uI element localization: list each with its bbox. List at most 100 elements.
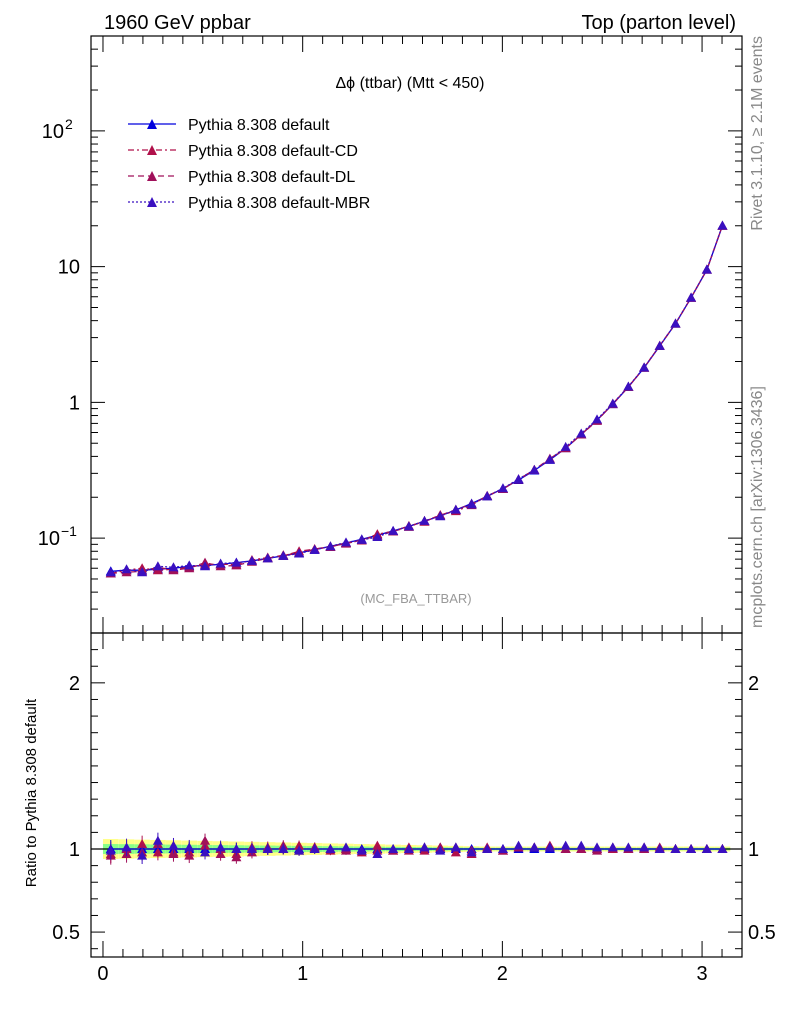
legend-label: Pythia 8.308 default-MBR (188, 195, 370, 212)
data-point (152, 561, 163, 571)
data-point (294, 548, 305, 558)
y-tick-label: 0.5 (52, 922, 80, 944)
data-point (215, 558, 226, 568)
data-point (341, 537, 352, 547)
data-point (576, 428, 587, 438)
ratio-point (105, 845, 116, 855)
ratio-point (419, 842, 430, 852)
data-point (419, 515, 430, 525)
y-tick-label: 1 (69, 839, 80, 861)
ratio-point (137, 850, 148, 860)
ratio-point (278, 844, 289, 853)
data-point (388, 525, 399, 535)
ratio-point (482, 844, 493, 853)
ratio-point (607, 842, 618, 852)
y-tick-label: 10 (42, 121, 64, 143)
ratio-y-axis-label: Ratio to Pythia 8.308 default (23, 698, 40, 887)
plot-title: Δϕ (ttbar) (Mtt < 450) (335, 75, 484, 92)
data-point (325, 541, 336, 551)
ratio-panel: 0.5 0.5 1 1 2 2 0 1 2 3 (52, 632, 776, 985)
legend-label: Pythia 8.308 default-CD (188, 143, 358, 160)
data-point (560, 441, 571, 451)
data-point (639, 362, 650, 372)
data-point (529, 464, 540, 474)
ratio-point (388, 844, 399, 853)
ratio-point (654, 844, 665, 853)
header-right: Top (parton level) (581, 12, 736, 34)
data-point (701, 264, 712, 274)
ratio-point (372, 840, 383, 850)
ratio-point (717, 844, 728, 853)
series-line (110, 225, 724, 573)
ratio-point (670, 844, 681, 853)
data-point (121, 564, 132, 574)
y-tick-label: 10 (58, 257, 80, 279)
ratio-point (231, 844, 242, 853)
y-tick-label-right: 0.5 (748, 922, 776, 944)
ratio-point (686, 844, 697, 853)
data-point (200, 561, 211, 571)
ratio-point (576, 840, 587, 850)
ratio-point (372, 848, 383, 858)
ratio-point (168, 848, 179, 858)
ratio-point (497, 844, 508, 853)
data-point (450, 504, 461, 514)
data-point (137, 567, 148, 577)
ratio-point (701, 844, 712, 853)
y-tick-label: 1 (69, 392, 80, 414)
ratio-point (309, 844, 320, 853)
data-point (686, 292, 697, 302)
ratio-frame (90, 632, 743, 958)
ratio-point (262, 844, 273, 853)
data-point (168, 562, 179, 572)
data-point (105, 567, 116, 577)
ratio-point (513, 840, 524, 850)
analysis-tag: (MC_FBA_TTBAR) (360, 591, 471, 606)
data-point (623, 381, 634, 391)
data-point (435, 511, 446, 521)
data-point (670, 318, 681, 328)
data-point (654, 340, 665, 350)
legend: Pythia 8.308 default Pythia 8.308 default… (128, 117, 370, 212)
data-point (482, 491, 493, 501)
ratio-point (231, 852, 242, 862)
series-line (110, 225, 724, 575)
data-point (513, 474, 524, 484)
data-point (544, 454, 555, 464)
ratio-point (294, 840, 305, 850)
data-point (309, 544, 320, 554)
data-point (262, 553, 273, 563)
data-point (607, 398, 618, 408)
data-point (246, 555, 257, 565)
ratio-point (356, 845, 367, 855)
ratio-point (592, 842, 603, 852)
x-tick-label: 0 (97, 963, 108, 985)
data-point (592, 414, 603, 424)
ratio-point (639, 842, 650, 852)
ratio-point (246, 844, 257, 853)
ratio-point (560, 840, 571, 850)
data-point (497, 483, 508, 493)
x-tick-label: 2 (497, 963, 508, 985)
y-tick-exponent: 2 (65, 116, 73, 132)
ratio-point (341, 842, 352, 852)
y-tick-label: 2 (69, 673, 80, 695)
legend-marker (147, 197, 157, 207)
ratio-point (152, 835, 163, 845)
y-tick-label-right: 1 (748, 839, 759, 861)
ratio-point (544, 842, 555, 852)
ratio-point (215, 842, 226, 852)
ratio-point (184, 850, 195, 860)
ratio-point (450, 842, 461, 852)
data-point (356, 534, 367, 544)
x-tick-label: 1 (297, 963, 308, 985)
ratio-point (200, 835, 211, 845)
legend-label: Pythia 8.308 default-DL (188, 169, 355, 186)
data-point (717, 220, 728, 230)
data-point (372, 531, 383, 541)
ratio-point (184, 842, 195, 852)
side-text-mcplots: mcplots.cern.ch [arXiv:1306.3436] (749, 386, 766, 628)
legend-marker (147, 145, 157, 155)
ratio-point (200, 847, 211, 857)
